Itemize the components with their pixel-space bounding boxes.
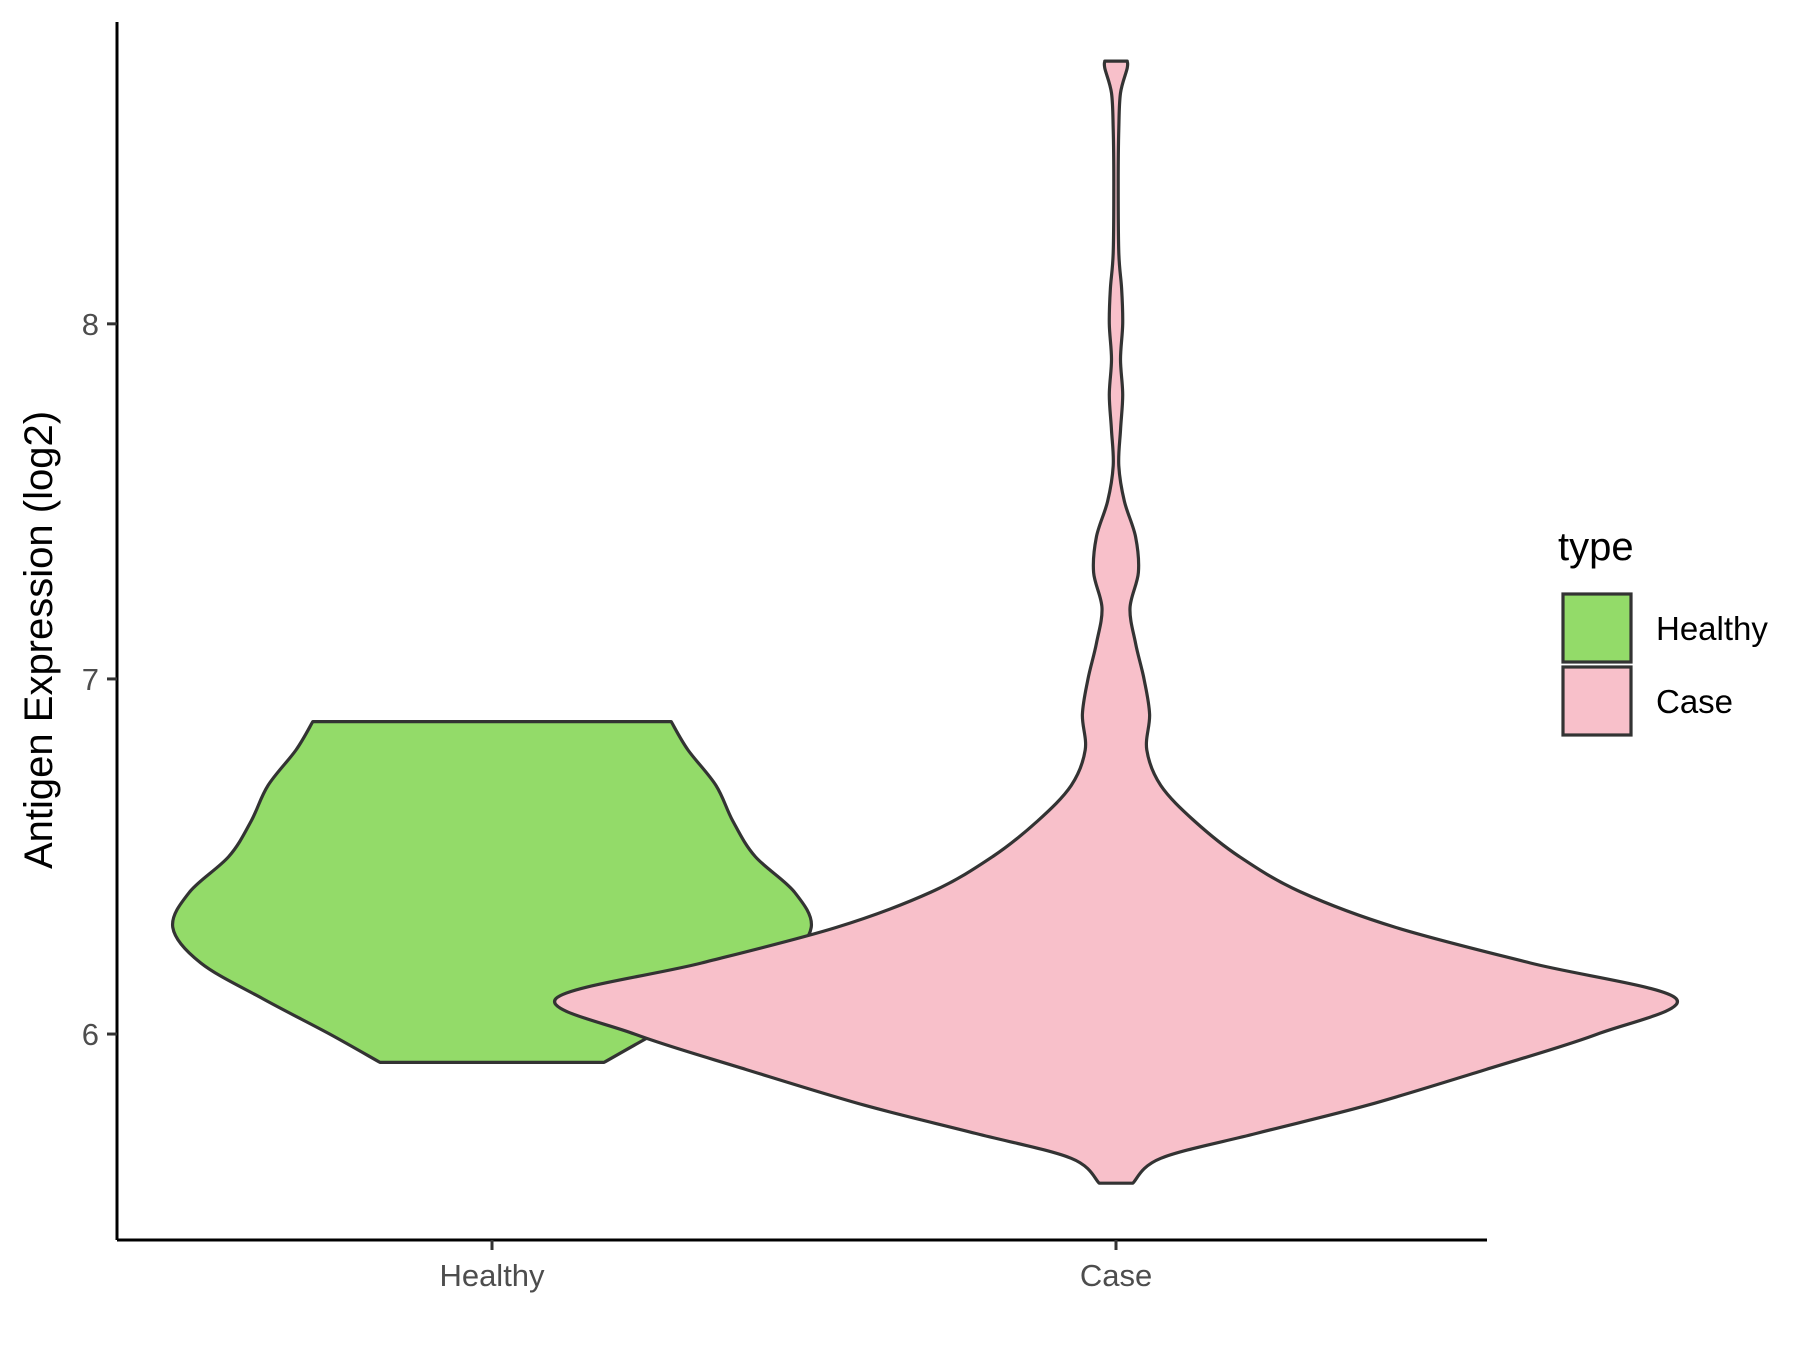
legend: type Healthy Case	[1558, 525, 1768, 737]
legend-key-healthy	[1561, 592, 1633, 664]
legend-label: Healthy	[1656, 610, 1768, 647]
x-tick-label: Case	[1080, 1258, 1152, 1293]
y-tick-label: 7	[82, 662, 99, 697]
violin-case	[552, 59, 1680, 1185]
y-axis-title: Antigen Expression (log2)	[17, 411, 61, 869]
axes: 6 7 8 Healthy Case	[82, 22, 1487, 1293]
legend-title: type	[1558, 525, 1634, 569]
legend-label: Case	[1656, 683, 1733, 720]
y-tick-label: 8	[82, 307, 99, 342]
legend-key-case	[1561, 665, 1633, 737]
plot-area	[170, 59, 1680, 1185]
y-tick-label: 6	[82, 1017, 99, 1052]
x-tick-label: Healthy	[439, 1258, 545, 1293]
